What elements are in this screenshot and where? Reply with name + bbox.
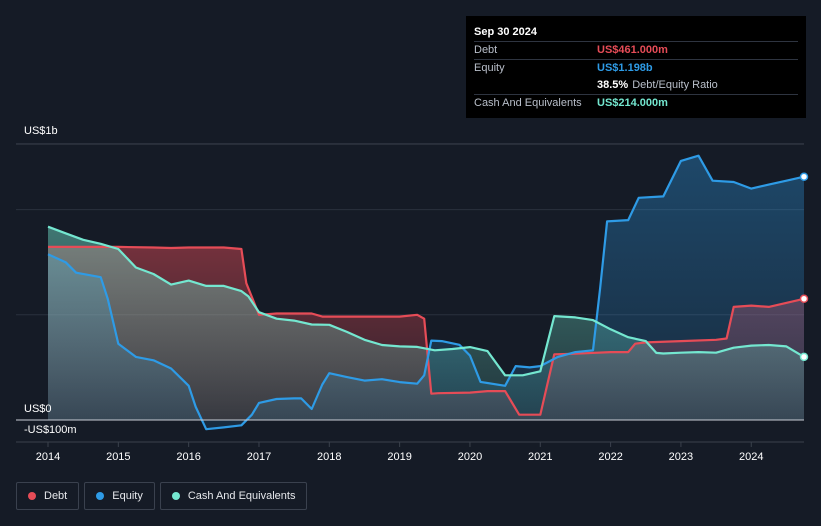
- tooltip-debt-value: US$461.000m: [597, 44, 668, 56]
- tooltip-ratio-value: 38.5%: [597, 79, 629, 91]
- x-tick-label-2020: 2020: [457, 451, 483, 463]
- legend-item-cash[interactable]: Cash And Equivalents: [159, 482, 308, 510]
- end-marker-equity: [799, 172, 809, 181]
- legend-debt-label: Debt: [44, 490, 68, 502]
- debt-dot-icon: [28, 492, 36, 500]
- tooltip-row-ratio: 38.5% Debt/Equity Ratio: [474, 77, 798, 94]
- tooltip-cash-value: US$214.000m: [597, 97, 668, 109]
- x-tick-label-2022: 2022: [598, 451, 623, 463]
- tooltip-date: Sep 30 2024: [474, 26, 537, 38]
- x-tick-label-2016: 2016: [176, 451, 201, 463]
- area-cash-and-equivalents: [48, 226, 804, 420]
- line-equity: [47, 154, 805, 431]
- tooltip-ratio-label: Debt/Equity Ratio: [632, 79, 718, 91]
- x-tick-label-2015: 2015: [106, 451, 131, 463]
- y-axis-zero-label: US$0: [24, 403, 52, 415]
- end-marker-debt: [799, 294, 809, 304]
- x-tick-label-2014: 2014: [35, 451, 61, 463]
- legend-item-debt[interactable]: Debt: [16, 482, 80, 510]
- tooltip-equity-value: US$1.198b: [597, 62, 653, 74]
- line-cash-and-equivalents: [47, 225, 805, 377]
- y-axis-top-label: US$1b: [24, 125, 58, 137]
- tooltip-row-cash: Cash And Equivalents US$214.000m: [474, 94, 798, 112]
- tooltip-equity-label: Equity: [474, 62, 505, 74]
- x-tick-label-2017: 2017: [246, 451, 272, 463]
- tooltip-row-equity: Equity US$1.198b: [474, 59, 798, 77]
- tooltip-cash-label: Cash And Equivalents: [474, 97, 582, 109]
- x-tick-label-2024: 2024: [739, 451, 764, 463]
- x-tick-label-2019: 2019: [387, 451, 412, 463]
- x-tick-label-2021: 2021: [528, 451, 553, 463]
- legend-cash-label: Cash And Equivalents: [187, 490, 296, 502]
- end-marker-cash-and-equivalents: [799, 352, 809, 362]
- tooltip-row-debt: Debt US$461.000m: [474, 41, 798, 59]
- legend-equity-label: Equity: [112, 490, 143, 502]
- tooltip-panel: Sep 30 2024 Debt US$461.000m Equity US$1…: [466, 16, 806, 118]
- equity-dot-icon: [96, 492, 105, 500]
- cash-dot-icon: [171, 492, 180, 500]
- y-axis-negative-label: -US$100m: [24, 424, 77, 436]
- line-debt: [48, 245, 805, 416]
- legend: Debt Equity Cash And Equivalents: [16, 482, 312, 510]
- legend-item-equity[interactable]: Equity: [84, 482, 155, 510]
- x-tick-label-2018: 2018: [317, 451, 342, 463]
- tooltip-debt-label: Debt: [474, 44, 498, 56]
- x-tick-label-2023: 2023: [668, 451, 694, 463]
